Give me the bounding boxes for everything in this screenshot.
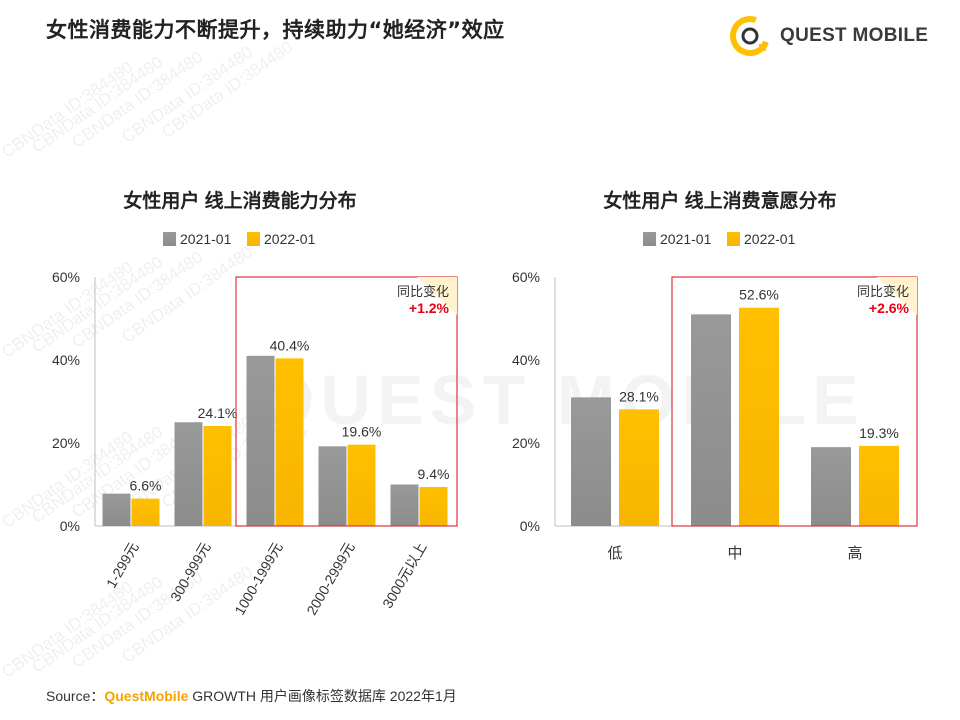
y-tick-label: 40% — [512, 352, 540, 368]
data-label: 9.4% — [418, 466, 450, 482]
bar-2022-01 — [131, 498, 160, 526]
y-tick-label: 0% — [60, 518, 80, 534]
highlight-label: 同比变化 — [857, 284, 909, 299]
source-prefix: Source： — [46, 688, 105, 704]
bar-2021-01 — [390, 484, 419, 526]
y-tick-label: 20% — [52, 435, 80, 451]
highlight-box — [671, 276, 918, 527]
data-label: 40.4% — [270, 337, 310, 353]
x-tick-label: 3000元以上 — [379, 540, 429, 611]
bar-2021-01 — [174, 422, 203, 526]
bar-2021-01 — [571, 397, 611, 526]
y-tick-label: 60% — [512, 269, 540, 285]
highlight-value: +2.6% — [869, 300, 910, 316]
legend-label: 2022-01 — [264, 231, 316, 247]
source-brand: QuestMobile — [104, 688, 189, 704]
y-tick-label: 20% — [512, 435, 540, 451]
bar-2021-01 — [811, 447, 851, 526]
logo-text: QUEST MOBILE — [780, 25, 929, 46]
legend-label: 2021-01 — [180, 231, 232, 247]
bar-2022-01 — [739, 307, 779, 526]
x-tick-label: 中 — [727, 545, 742, 562]
x-tick-label: 2000-2999元 — [303, 540, 357, 618]
bar-2021-01 — [691, 314, 731, 526]
x-tick-label: 300-999元 — [167, 540, 214, 605]
legend-label: 2021-01 — [660, 231, 712, 247]
x-tick-label: 低 — [607, 545, 622, 562]
y-tick-label: 40% — [52, 352, 80, 368]
legend-swatch-2021-01 — [643, 232, 656, 246]
bar-2022-01 — [203, 425, 232, 526]
highlight-box — [235, 276, 458, 527]
bar-2022-01 — [419, 486, 448, 526]
y-tick-label: 0% — [520, 518, 540, 534]
x-tick-label: 1000-1999元 — [231, 540, 285, 618]
bar-2022-01 — [275, 358, 304, 526]
legend-swatch-2022-01 — [727, 232, 740, 246]
legend-swatch-2021-01 — [163, 232, 176, 246]
highlight-value: +1.2% — [409, 300, 450, 316]
data-label: 19.6% — [342, 424, 382, 440]
data-label: 19.3% — [859, 425, 899, 441]
bar-2022-01 — [859, 445, 899, 526]
data-label: 6.6% — [130, 478, 162, 494]
bar-2022-01 — [619, 409, 659, 526]
data-label: 28.1% — [619, 388, 659, 404]
corner-accent — [417, 277, 457, 315]
source-line: Source：QuestMobile GROWTH 用户画像标签数据库 2022… — [46, 686, 457, 706]
source-text: GROWTH 用户画像标签数据库 2022年1月 — [188, 688, 457, 704]
bar-2021-01 — [318, 446, 347, 526]
page-title: 女性消费能力不断提升，持续助力“她经济”效应 — [46, 18, 505, 42]
bar-2022-01 — [347, 444, 376, 526]
x-tick-label: 1-299元 — [103, 540, 142, 591]
highlight-label: 同比变化 — [397, 284, 449, 299]
legend-label: 2022-01 — [744, 231, 796, 247]
logo-icon — [730, 16, 770, 56]
chart-title: 女性用户 线上消费意愿分布 — [603, 189, 836, 212]
corner-accent — [877, 277, 917, 315]
data-label: 24.1% — [198, 405, 238, 421]
x-tick-label: 高 — [847, 545, 862, 562]
bar-2021-01 — [102, 493, 131, 526]
legend-swatch-2022-01 — [247, 232, 260, 246]
chart-title: 女性用户 线上消费能力分布 — [123, 189, 356, 212]
quest-mobile-logo: QUEST MOBILE — [728, 14, 928, 58]
data-label: 52.6% — [739, 287, 779, 303]
y-tick-label: 60% — [52, 269, 80, 285]
bar-2021-01 — [246, 355, 275, 526]
